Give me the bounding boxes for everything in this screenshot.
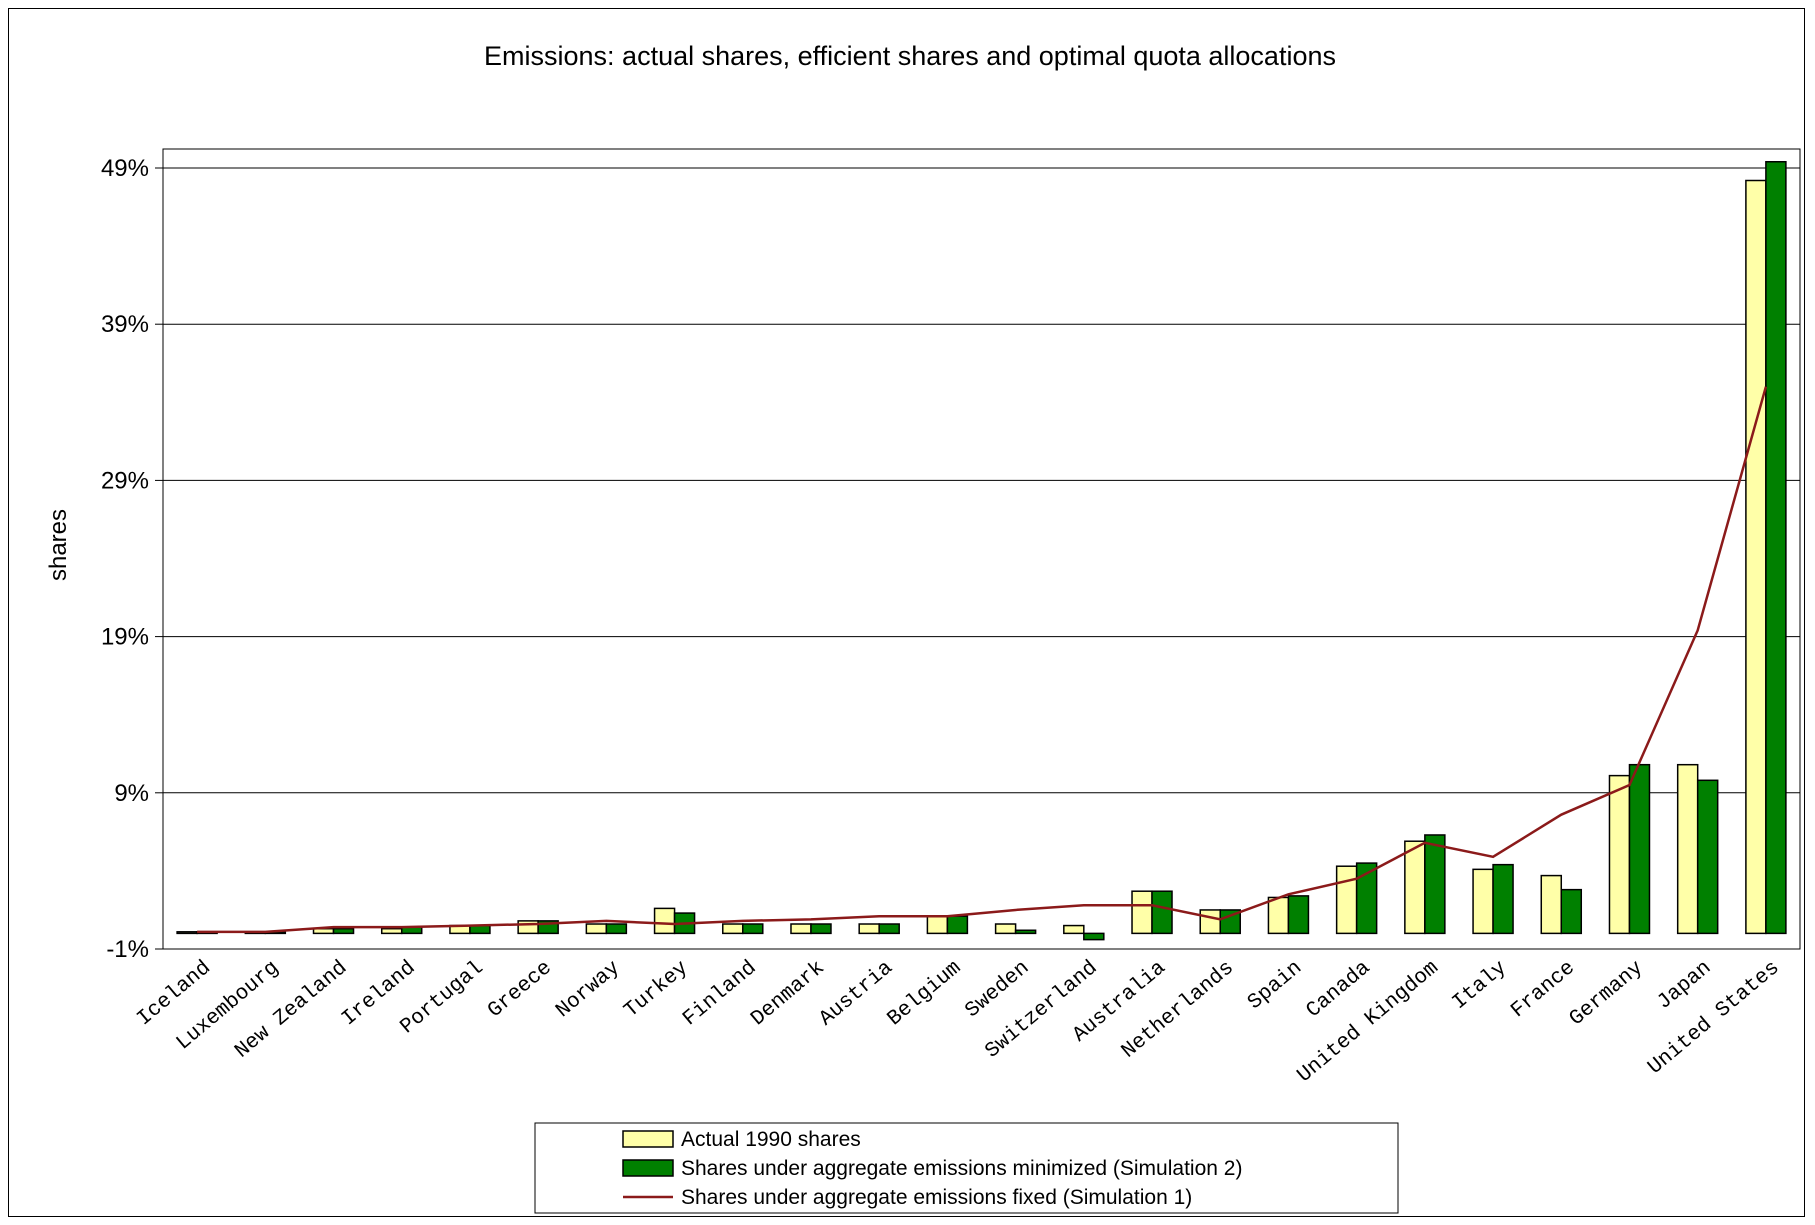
x-tick-label: Austria xyxy=(815,957,897,1031)
bar-sim2 xyxy=(1560,888,1583,935)
legend-label-sim1: Shares under aggregate emissions fixed (… xyxy=(681,1186,1192,1209)
bar-sim2 xyxy=(605,923,628,935)
x-tick-label: Spain xyxy=(1244,957,1307,1015)
y-axis-ticks: -1% 9% 19% 29% 39% 49% xyxy=(101,155,163,963)
x-tick-label: Germany xyxy=(1566,957,1648,1031)
x-tick-label: Norway xyxy=(552,957,625,1023)
bar-sim2 xyxy=(878,923,900,935)
bar-sim2 xyxy=(1014,929,1037,935)
legend-box xyxy=(534,1122,1399,1214)
plot-area xyxy=(162,148,1801,950)
y-tick-label: 49% xyxy=(101,155,149,182)
bar-actual xyxy=(722,923,744,935)
legend-swatch-sim2 xyxy=(622,1159,674,1177)
bar-sim2 xyxy=(1219,909,1241,935)
x-tick-label: Italy xyxy=(1449,957,1512,1015)
bar-sim2 xyxy=(742,923,764,935)
bar-actual xyxy=(1540,874,1563,935)
bar-sim2 xyxy=(810,923,832,935)
bar-sim2 xyxy=(1355,862,1378,935)
bar-sim2 xyxy=(1628,763,1651,935)
bar-sim2 xyxy=(1765,161,1787,935)
y-axis-label: shares xyxy=(45,509,72,581)
bar-sim2 xyxy=(1492,863,1514,935)
bar-actual xyxy=(790,923,812,935)
bar-actual xyxy=(585,923,608,935)
bar-actual xyxy=(1676,763,1699,935)
bar-actual xyxy=(1335,865,1358,935)
y-tick-label: 9% xyxy=(114,780,149,807)
bar-sim2 xyxy=(1696,779,1719,935)
line-sim1 xyxy=(197,386,1768,934)
bars xyxy=(176,161,1787,941)
bar-sim2 xyxy=(1424,834,1446,935)
bar-sim2 xyxy=(332,927,355,935)
bar-actual xyxy=(1472,868,1494,935)
bar-sim2 xyxy=(946,915,969,935)
bar-sim2 xyxy=(1287,895,1310,935)
bar-actual xyxy=(1404,840,1426,935)
chart-frame xyxy=(8,8,1805,1217)
legend: Actual 1990 shares Shares under aggregat… xyxy=(534,1122,1399,1214)
bar-actual xyxy=(517,920,539,935)
x-tick-label: Greece xyxy=(484,957,557,1023)
bar-actual xyxy=(858,923,880,935)
y-tick-label: 29% xyxy=(101,467,149,494)
x-tick-label: Finland xyxy=(679,957,761,1031)
x-tick-label: Belgium xyxy=(884,957,966,1031)
y-tick-label: -1% xyxy=(106,936,149,963)
y-tick-label: 19% xyxy=(101,624,149,651)
legend-label-sim2: Shares under aggregate emissions minimiz… xyxy=(681,1157,1242,1180)
grid xyxy=(163,167,1800,794)
y-tick-label: 39% xyxy=(101,311,149,338)
bar-sim2 xyxy=(1151,890,1173,935)
bar-actual xyxy=(1745,179,1767,935)
bar-actual xyxy=(1131,890,1153,935)
x-tick-label: Denmark xyxy=(747,957,829,1031)
legend-swatch-actual xyxy=(622,1130,674,1148)
bar-actual xyxy=(926,915,949,935)
chart-title: Emissions: actual shares, efficient shar… xyxy=(484,41,1336,71)
bar-actual xyxy=(994,923,1017,935)
bar-actual xyxy=(380,927,403,935)
bar-actual xyxy=(1267,896,1290,935)
bar-actual xyxy=(1199,909,1221,935)
bar-sim2 xyxy=(1083,932,1105,941)
legend-label-actual: Actual 1990 shares xyxy=(681,1128,861,1151)
line-series xyxy=(197,386,1768,934)
bar-actual xyxy=(1063,924,1085,935)
bar-actual xyxy=(653,907,676,935)
bar-actual xyxy=(1608,774,1631,935)
bar-actual xyxy=(176,931,198,935)
x-tick-label: Japan xyxy=(1653,957,1716,1015)
